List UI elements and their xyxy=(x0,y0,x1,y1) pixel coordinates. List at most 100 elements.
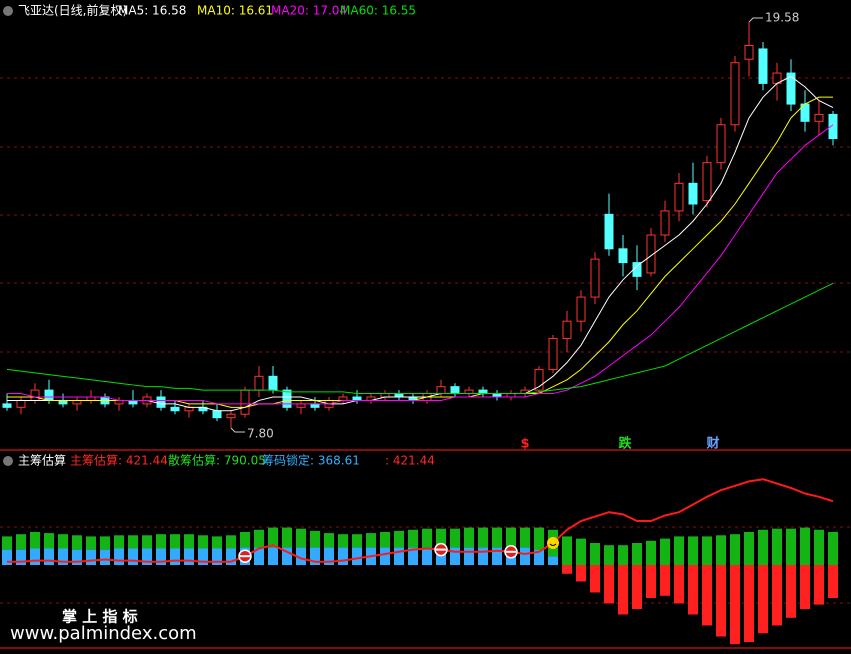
indicator-bar xyxy=(338,547,348,565)
candle-body xyxy=(618,248,628,264)
indicator-bar xyxy=(170,534,180,549)
indicator-bar xyxy=(814,565,824,605)
menu-icon[interactable] xyxy=(3,456,13,466)
candle-body xyxy=(562,320,572,339)
candle-body xyxy=(534,368,544,391)
indicator-bar xyxy=(30,548,40,565)
indicator-bar xyxy=(464,527,474,548)
stock-title: 飞亚达(日线,前复权) xyxy=(18,3,127,18)
watermark-title: 掌 上 指 标 xyxy=(62,608,138,626)
indicator-bar xyxy=(660,565,670,596)
candle-body xyxy=(702,162,712,202)
indicator-bar xyxy=(2,536,12,550)
candle-body xyxy=(86,396,96,401)
indicator-bar xyxy=(408,547,418,565)
indicator-bar xyxy=(282,547,292,565)
indicator-bar xyxy=(324,547,334,565)
ma-line xyxy=(7,124,834,405)
indicator-bar xyxy=(702,536,712,565)
ma-label: MA10: 16.61 xyxy=(197,4,273,18)
indicator-bar xyxy=(548,556,558,565)
indicator-bar xyxy=(72,549,82,565)
indicator-bar xyxy=(814,529,824,565)
indicator-bar xyxy=(506,527,516,548)
candle-body xyxy=(688,182,698,205)
indicator-title: 主筹估算 xyxy=(18,453,66,468)
indicator-bar xyxy=(478,527,488,548)
candle-body xyxy=(128,399,138,405)
candle-body xyxy=(114,399,124,405)
indicator-bar xyxy=(296,547,306,565)
indicator-bar xyxy=(534,527,544,550)
signal-text: 财 xyxy=(706,436,719,452)
indicator-bar xyxy=(744,532,754,565)
indicator-bar xyxy=(72,535,82,550)
ma-line xyxy=(6,282,834,395)
annotation-pointer xyxy=(230,427,245,433)
indicator-bar xyxy=(576,538,586,565)
indicator-bar xyxy=(674,536,684,565)
candle-body xyxy=(394,393,404,398)
candle-body xyxy=(184,406,194,412)
indicator-bar xyxy=(716,565,726,637)
indicator-bar xyxy=(170,548,180,565)
indicator-bar xyxy=(562,536,572,565)
indicator-bar xyxy=(492,547,502,565)
indicator-bar xyxy=(688,536,698,565)
indicator-bar xyxy=(562,565,572,574)
indicator-bar xyxy=(142,548,152,565)
indicator-bar xyxy=(324,533,334,548)
watermark: 掌 上 指 标 www.palmindex.com xyxy=(10,608,197,645)
indicator-bar xyxy=(352,534,362,548)
indicator-bar xyxy=(772,565,782,626)
indicator-bar xyxy=(310,547,320,565)
indicator-bar xyxy=(226,548,236,565)
indicator-bar xyxy=(142,535,152,549)
indicator-bar xyxy=(800,527,810,565)
low-label: 7.80 xyxy=(247,427,274,441)
indicator-bar xyxy=(254,547,264,565)
indicator-bar xyxy=(30,532,40,549)
candle-body xyxy=(338,396,348,401)
indicator-bar xyxy=(422,547,432,565)
indicator-bar xyxy=(86,549,96,565)
ma-label: MA5: 16.58 xyxy=(118,4,186,18)
candle-body xyxy=(296,403,306,408)
smiley xyxy=(547,537,559,549)
indicator-bar xyxy=(268,527,278,548)
indicator-bar xyxy=(632,565,642,609)
indicator-bar xyxy=(590,565,600,593)
indicator-bar xyxy=(226,535,236,549)
indicator-bar xyxy=(478,547,488,565)
candle-body xyxy=(464,389,474,395)
candle-body xyxy=(240,389,250,415)
indicator-bar xyxy=(100,549,110,565)
candle-body xyxy=(2,403,12,408)
candle-body xyxy=(478,389,488,395)
indicator-bar xyxy=(758,565,768,634)
indicator-bar xyxy=(352,547,362,565)
ma-label: MA60: 16.55 xyxy=(340,4,416,18)
candle-body xyxy=(170,406,180,412)
indicator-bar xyxy=(618,565,628,615)
indicator-line xyxy=(7,478,834,563)
indicator-bar xyxy=(688,565,698,615)
indicator-bar xyxy=(212,536,222,549)
indicator-bar xyxy=(744,565,754,642)
indicator-bar xyxy=(408,529,418,548)
candle-body xyxy=(30,389,40,401)
indicator-bar xyxy=(422,528,432,548)
indicator-bar xyxy=(576,565,586,582)
candle-body xyxy=(646,234,656,274)
indicator-bar xyxy=(730,534,740,565)
indicator-bar xyxy=(702,565,712,626)
candle-body xyxy=(58,399,68,405)
candle-body xyxy=(226,413,236,419)
indicator-bar xyxy=(156,548,166,565)
candle-body xyxy=(156,396,166,408)
indicator-bar xyxy=(58,548,68,565)
menu-icon[interactable] xyxy=(3,6,13,16)
indicator-bar xyxy=(184,534,194,549)
ma-label: MA20: 17.04 xyxy=(271,4,347,18)
